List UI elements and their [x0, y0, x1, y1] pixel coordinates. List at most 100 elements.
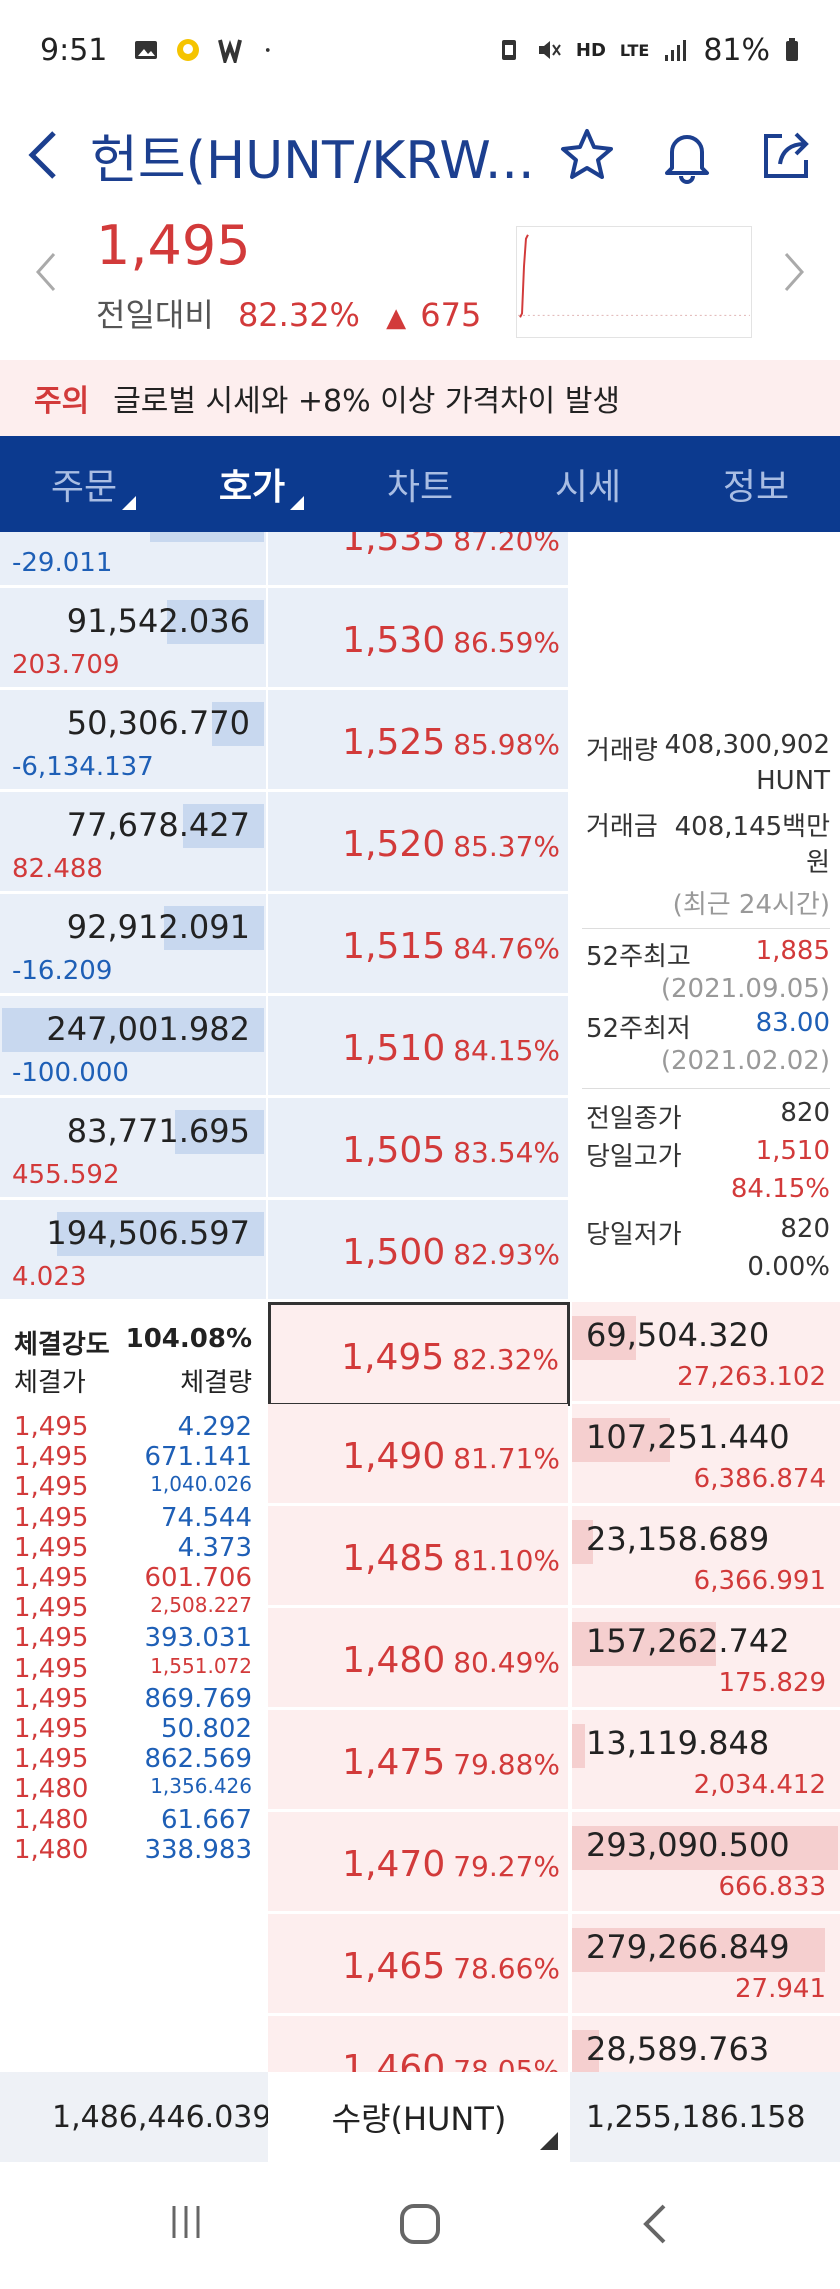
- ask-qty-bar: [212, 702, 264, 746]
- low52-date: (2021.02.02): [660, 1046, 830, 1076]
- ask-price-cell: 1,535 87.20%: [268, 532, 568, 587]
- share-icon[interactable]: [758, 126, 816, 184]
- ask-qty: 77,678.427: [66, 806, 250, 844]
- execution-price: 1,495: [14, 1442, 89, 1473]
- bid-change: 2,034.412: [693, 1770, 826, 1800]
- ask-row[interactable]: 92,912.091 -16.209 1,515 84.76%: [0, 894, 840, 996]
- mute-icon: [538, 41, 561, 59]
- app-notification-icon: [177, 39, 200, 61]
- ask-change: 455.592: [12, 1160, 120, 1190]
- ask-qty-cell: 92,912.091 -16.209: [0, 894, 266, 995]
- prev-close-row: 전일종가 820: [586, 1098, 830, 1134]
- prev-close-label: 전일종가: [586, 1104, 682, 1134]
- webtoon-icon: [218, 39, 243, 63]
- ask-row[interactable]: 83,771.695 455.592 1,505 83.54%: [0, 1098, 840, 1200]
- ask-change: 82.488: [12, 854, 103, 884]
- ask-row[interactable]: 247,001.982 -100.000 1,510 84.15%: [0, 996, 840, 1098]
- volume-unit-row: HUNT: [586, 766, 830, 802]
- bid-price: 1,480: [342, 1640, 446, 1681]
- execution-row: 1,495 671.141: [0, 1436, 266, 1480]
- next-coin-chevron-icon[interactable]: [782, 250, 806, 294]
- back-nav-icon[interactable]: [640, 2202, 670, 2246]
- execution-row: 1,495 869.769: [0, 1678, 266, 1722]
- bid-change: 27.941: [735, 1974, 826, 2004]
- unit-selector[interactable]: 수량(HUNT): [268, 2072, 570, 2162]
- ask-row-partial[interactable]: -29.011 1,535 87.20%: [0, 532, 840, 588]
- bid-pct: 79.88%: [453, 1748, 560, 1781]
- bid-pct: 80.49%: [453, 1646, 560, 1679]
- bid-row[interactable]: 1,490 81.71% 107,251.440 6,386.874: [0, 1404, 840, 1506]
- tab-order[interactable]: 주문: [0, 436, 168, 532]
- bid-price: 1,485: [342, 1538, 446, 1579]
- ask-row[interactable]: 77,678.427 82.488 1,520 85.37%: [0, 792, 840, 894]
- current-price: 1,495: [96, 214, 251, 277]
- execution-price: 1,495: [14, 1412, 89, 1442]
- ask-qty-cell: 83,771.695 455.592: [0, 1098, 266, 1199]
- bid-row[interactable]: 1,475 79.88% 13,119.848 2,034.412: [0, 1710, 840, 1812]
- bid-pct: 79.27%: [453, 1850, 560, 1883]
- bid-qty-bar: [572, 1826, 838, 1870]
- bid-qty-bar: [572, 1928, 825, 1972]
- favorite-star-icon[interactable]: [558, 126, 616, 184]
- ask-qty-bar: [183, 804, 264, 848]
- tab-chart[interactable]: 차트: [336, 436, 504, 532]
- mini-chart[interactable]: [516, 226, 752, 338]
- tab-orderbook-dropdown-icon: [290, 496, 304, 510]
- bid-row[interactable]: 1,480 80.49% 157,262.742 175.829: [0, 1608, 840, 1710]
- ask-qty-bar: [167, 600, 264, 644]
- bid-row[interactable]: 1,465 78.66% 279,266.849 27.941: [0, 1914, 840, 2016]
- low52-row: 52주최저 83.00: [586, 1008, 830, 1044]
- bid-row[interactable]: 1,485 81.10% 23,158.689 6,366.991: [0, 1506, 840, 1608]
- status-time: 9:51: [40, 32, 108, 68]
- tab-info-label: 정보: [722, 467, 790, 508]
- tab-chart-label: 차트: [386, 467, 454, 508]
- execution-volume: 4.292: [177, 1412, 252, 1442]
- divider: [582, 1088, 830, 1089]
- warning-text: 글로벌 시세와 +8% 이상 가격차이 발생: [113, 384, 621, 419]
- back-icon[interactable]: [24, 127, 64, 183]
- bid-pct: 81.10%: [453, 1544, 560, 1577]
- previous-coin-chevron-icon[interactable]: [34, 250, 58, 294]
- bid-price-cell: 1,490 81.71%: [268, 1404, 568, 1505]
- change-line: 전일대비 82.32% ▲ 675: [96, 290, 481, 336]
- bid-qty-cell: 23,158.689 6,366.991: [572, 1506, 840, 1607]
- bid-change: 6,366.991: [693, 1566, 826, 1596]
- day-low-pct-row: 0.00%: [586, 1252, 830, 1288]
- ask-pct: 84.15%: [453, 1034, 560, 1067]
- ask-price: 1,505: [342, 1130, 446, 1171]
- low52-value: 83.00: [755, 1008, 830, 1038]
- ask-pct: 86.59%: [453, 626, 560, 659]
- ask-qty-bar: [2, 1008, 264, 1052]
- ask-row[interactable]: 50,306.770 -6,134.137 1,525 85.98%: [0, 690, 840, 792]
- high52-date: (2021.09.05): [660, 974, 830, 1004]
- current-price-cell: 1,495 82.32%: [268, 1302, 570, 1406]
- ask-pct: 85.98%: [453, 728, 560, 761]
- execution-row: 1,495 50.802: [0, 1708, 266, 1752]
- bid-row[interactable]: 1,470 79.27% 293,090.500 666.833: [0, 1812, 840, 1914]
- notification-bell-icon[interactable]: [658, 126, 716, 184]
- tab-info[interactable]: 정보: [672, 436, 840, 532]
- ask-qty-cell: 77,678.427 82.488: [0, 792, 266, 893]
- execution-volume: 338.983: [144, 1834, 252, 1865]
- tab-orderbook[interactable]: 호가: [168, 436, 336, 532]
- ask-price-cell: 1,520 85.37%: [268, 792, 568, 893]
- execution-volume: 74.544: [161, 1502, 252, 1533]
- ask-total: 1,486,446.039: [52, 2099, 272, 2135]
- bid-price-cell: 1,460 78.05%: [268, 2016, 568, 2072]
- day-low-row: 당일저가 820: [586, 1214, 830, 1250]
- bid-row[interactable]: 1,460 78.05% 28,589.763: [0, 2016, 840, 2072]
- volume-value: 408,300,902: [664, 730, 830, 760]
- bid-qty-bar: [572, 1724, 585, 1768]
- execution-row: 1,495 1,040.026: [0, 1466, 266, 1510]
- ask-price-cell: 1,500 82.93%: [268, 1200, 568, 1301]
- tab-market-price[interactable]: 시세: [504, 436, 672, 532]
- market-info-panel: 거래량 408,300,902 HUNT 거래금 408,145백만 원 (최근 2…: [572, 532, 840, 1300]
- mini-chart-line: [519, 234, 529, 318]
- ask-price: 1,530: [342, 620, 446, 661]
- bid-row[interactable]: 1,495 82.32% 69,504.320 27,263.102: [0, 1302, 840, 1406]
- ask-row[interactable]: 91,542.036 203.709 1,530 86.59%: [0, 588, 840, 690]
- ask-row[interactable]: 194,506.597 4.023 1,500 82.93%: [0, 1200, 840, 1302]
- home-icon[interactable]: [398, 2202, 442, 2246]
- unit-dropdown-icon: [540, 2132, 558, 2150]
- recent-apps-icon[interactable]: [166, 2202, 206, 2242]
